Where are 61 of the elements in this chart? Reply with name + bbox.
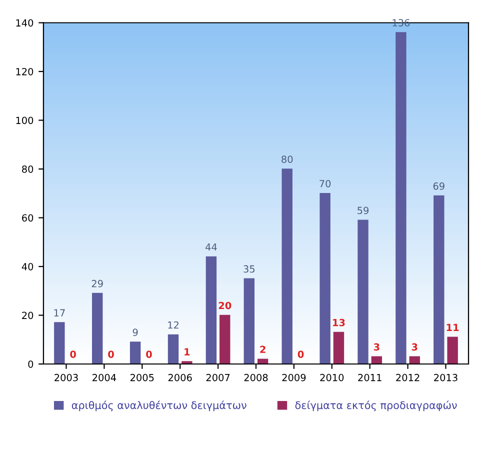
y-tick-label: 80 bbox=[22, 165, 34, 173]
x-tick-label: 2009 bbox=[282, 374, 306, 382]
data-label: 0 bbox=[70, 350, 76, 358]
y-tick-label: 100 bbox=[16, 116, 34, 124]
bar bbox=[54, 322, 65, 364]
data-label: 9 bbox=[132, 328, 138, 336]
data-label: 2 bbox=[260, 346, 266, 353]
bar bbox=[447, 336, 458, 364]
data-label: 1 bbox=[184, 348, 190, 356]
data-label: 17 bbox=[54, 309, 65, 316]
legend-label: αριθμός αναλυθέντων δειγμάτων bbox=[72, 400, 246, 412]
x-tick-label: 2007 bbox=[206, 374, 230, 382]
data-label: 136 bbox=[392, 19, 410, 26]
data-label: 69 bbox=[433, 182, 444, 190]
y-tick-label: 120 bbox=[16, 68, 34, 76]
bar bbox=[206, 256, 217, 364]
bar bbox=[182, 361, 192, 364]
x-tick-label: 2006 bbox=[168, 374, 192, 382]
data-label: 44 bbox=[206, 243, 217, 251]
y-tick-label: 0 bbox=[28, 360, 34, 368]
y-tick-label: 140 bbox=[16, 19, 34, 27]
bar bbox=[244, 278, 255, 364]
data-label: 0 bbox=[108, 350, 114, 358]
bar bbox=[396, 32, 406, 364]
data-label: 11 bbox=[446, 324, 459, 331]
data-label: 29 bbox=[92, 280, 103, 288]
data-label: 0 bbox=[298, 350, 304, 358]
data-label: 59 bbox=[358, 206, 369, 214]
bar bbox=[282, 168, 292, 364]
x-tick-label: 2012 bbox=[396, 374, 420, 382]
x-tick-label: 2005 bbox=[130, 374, 154, 382]
data-label: 3 bbox=[374, 343, 380, 351]
y-tick-label: 40 bbox=[22, 262, 34, 270]
legend-label: δείγματα εκτός προδιαγραφών bbox=[295, 400, 457, 412]
x-tick-label: 2004 bbox=[92, 374, 116, 382]
x-tick-label: 2011 bbox=[358, 374, 382, 382]
bar bbox=[333, 332, 344, 364]
x-tick-label: 2010 bbox=[320, 374, 344, 382]
bar bbox=[130, 342, 141, 364]
x-tick-label: 2003 bbox=[54, 374, 78, 382]
bar bbox=[257, 358, 268, 364]
bar bbox=[92, 292, 103, 364]
bar bbox=[409, 356, 420, 364]
data-label: 70 bbox=[320, 180, 331, 188]
bar bbox=[168, 334, 179, 364]
data-label: 80 bbox=[282, 156, 293, 163]
bar bbox=[371, 356, 382, 364]
y-tick-label: 60 bbox=[22, 214, 34, 222]
data-label: 20 bbox=[218, 302, 232, 310]
bar bbox=[320, 192, 330, 364]
data-label: 35 bbox=[244, 265, 254, 273]
y-tick-label: 20 bbox=[22, 312, 34, 320]
data-label: 12 bbox=[168, 321, 178, 329]
x-tick-label: 2008 bbox=[244, 374, 268, 382]
bar bbox=[434, 195, 444, 364]
data-label: 13 bbox=[333, 318, 345, 326]
bar bbox=[358, 220, 368, 364]
x-tick-label: 2013 bbox=[434, 374, 458, 382]
bar bbox=[220, 314, 230, 364]
data-label: 0 bbox=[146, 350, 152, 358]
data-label: 3 bbox=[412, 343, 418, 351]
